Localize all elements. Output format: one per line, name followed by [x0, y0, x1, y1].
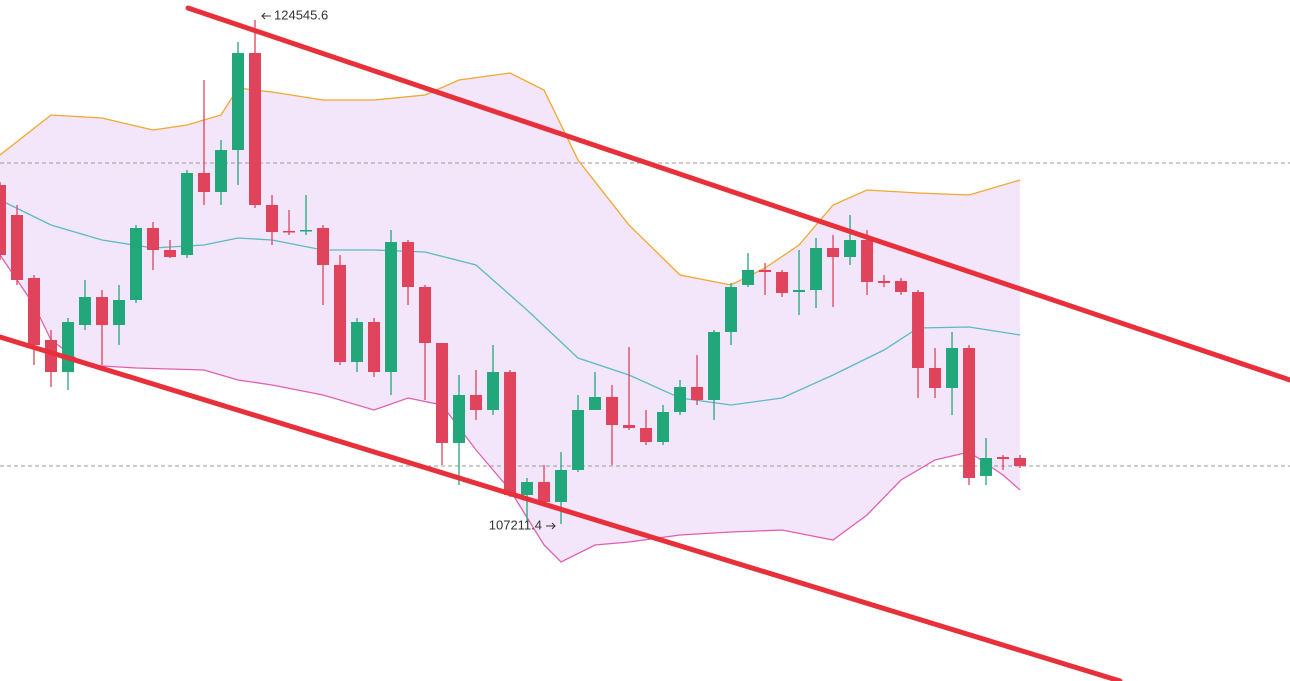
candle-body: [793, 289, 806, 292]
candle-body: [878, 280, 891, 283]
candle-body: [11, 215, 24, 280]
candle-body: [164, 250, 177, 258]
candle-body: [895, 280, 908, 292]
candle-body: [334, 264, 347, 362]
candle-body: [62, 322, 75, 372]
low-label: 107211.4: [489, 517, 542, 532]
candle-body: [113, 299, 126, 326]
arrow-left: [261, 12, 272, 20]
candle-body: [283, 230, 296, 233]
candle-body: [385, 242, 398, 372]
candle-body: [725, 286, 738, 333]
candle-body: [28, 277, 41, 346]
candle-body: [266, 204, 279, 233]
band-line: [0, 72, 1021, 286]
trend-line: [185, 5, 1290, 383]
candle-body: [130, 227, 143, 300]
candle-body: [980, 458, 993, 476]
candle-body: [912, 291, 925, 368]
high-label: 124545.6: [274, 7, 328, 22]
candle-body: [521, 481, 534, 495]
candle-body: [929, 367, 942, 388]
candle-body: [606, 396, 619, 425]
candle-body: [504, 371, 517, 495]
candle-body: [453, 394, 466, 443]
candle-body: [555, 469, 568, 502]
candle-body: [436, 343, 449, 443]
candle-body: [691, 386, 704, 400]
candle-body: [0, 184, 6, 256]
candle-body: [589, 396, 602, 410]
candle-body: [300, 230, 313, 232]
candle-body: [963, 348, 976, 478]
candle-body: [538, 481, 551, 502]
candle-body: [232, 53, 245, 151]
candle-body: [249, 53, 262, 205]
band-line: [0, 199, 1021, 406]
candle-body: [810, 248, 823, 290]
candle-body: [487, 371, 500, 410]
candle-body: [351, 322, 364, 362]
candle-body: [402, 242, 415, 287]
candle-body: [776, 271, 789, 293]
candle-body: [45, 340, 58, 372]
candle-body: [946, 348, 959, 388]
candle-body: [997, 457, 1010, 460]
candle-body: [708, 332, 721, 400]
candle-body: [79, 296, 92, 326]
candle-body: [215, 150, 228, 193]
candle-body: [470, 394, 483, 410]
candle-body: [419, 286, 432, 344]
candle-body: [827, 248, 840, 258]
arrow-right: [546, 522, 556, 530]
trend-channel: [0, 5, 1290, 681]
extreme-labels: 124545.6 107211.4: [261, 7, 556, 532]
candle-body: [640, 427, 653, 443]
candle-body: [674, 386, 687, 413]
candle-body: [1014, 458, 1027, 466]
candle-body: [147, 227, 160, 251]
candle-body: [742, 269, 755, 285]
candle-body: [657, 412, 670, 443]
candle-body: [759, 269, 772, 272]
candle-body: [368, 322, 381, 372]
candle-body: [181, 172, 194, 256]
candle-body: [572, 409, 585, 470]
candle-body: [623, 424, 636, 428]
trend-line: [0, 334, 1123, 681]
candle-body: [96, 296, 109, 326]
candles: [0, 19, 1027, 525]
candle-body: [317, 227, 330, 265]
candle-body: [844, 240, 857, 258]
candle-body: [198, 172, 211, 193]
candle-body: [861, 240, 874, 282]
